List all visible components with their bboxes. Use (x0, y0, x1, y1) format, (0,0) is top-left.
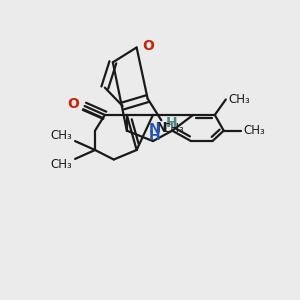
Text: H: H (166, 116, 177, 130)
Text: O: O (68, 97, 79, 111)
Text: CH₃: CH₃ (50, 158, 72, 171)
Text: CH₃: CH₃ (243, 124, 265, 136)
Text: N: N (148, 122, 160, 136)
Text: CH₃: CH₃ (163, 122, 184, 135)
Text: CH₃: CH₃ (228, 93, 250, 106)
Text: N: N (156, 121, 168, 135)
Text: CH₃: CH₃ (50, 129, 72, 142)
Text: H: H (148, 129, 160, 143)
Text: O: O (142, 39, 154, 53)
